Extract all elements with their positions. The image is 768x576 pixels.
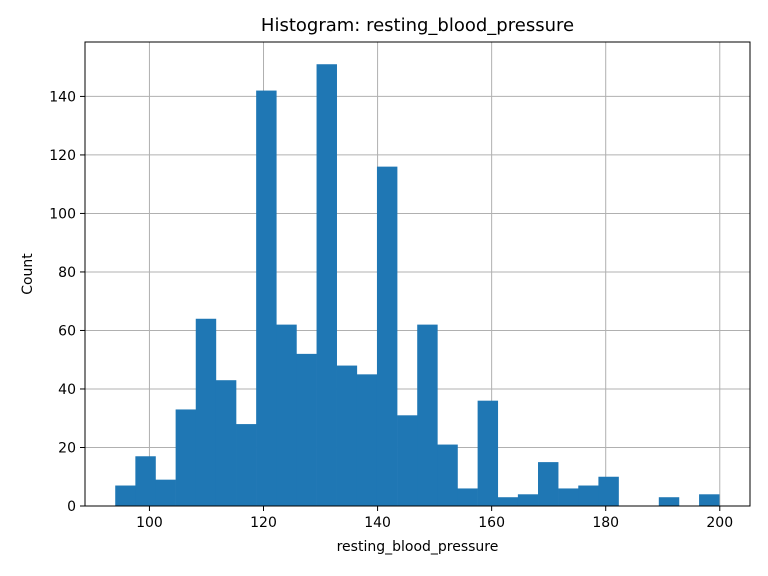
x-axis-label: resting_blood_pressure [337, 539, 499, 555]
histogram-bar [417, 324, 438, 506]
x-tick-label: 160 [478, 515, 505, 531]
histogram-bar [517, 494, 539, 506]
x-tick-label: 140 [364, 515, 391, 531]
histogram-bar [356, 374, 378, 506]
y-tick-label: 80 [58, 265, 76, 281]
histogram-bar [477, 400, 499, 506]
histogram-bar [155, 479, 176, 506]
histogram-bar [276, 324, 297, 506]
y-axis-ticks: 0 20 40 60 80 100 120 140 [49, 89, 85, 515]
histogram-bar [578, 485, 599, 506]
y-tick-label: 140 [49, 89, 76, 105]
y-axis-label: Count [20, 253, 36, 295]
histogram-bar [437, 444, 458, 506]
x-tick-label: 180 [592, 515, 619, 531]
histogram-bar [195, 318, 217, 506]
y-tick-label: 60 [58, 323, 76, 339]
histogram-bar [497, 497, 519, 506]
x-axis-ticks: 100 120 140 160 180 200 [136, 506, 733, 531]
histogram-bar [457, 488, 478, 506]
plot-frame [84, 41, 751, 507]
x-tick-label: 100 [136, 515, 163, 531]
histogram-bar [658, 497, 680, 506]
histogram-bar [296, 353, 317, 506]
histogram-bar [336, 365, 358, 506]
x-tick-label: 200 [706, 515, 733, 531]
histogram-bar [558, 488, 579, 506]
histogram-bar [236, 424, 257, 506]
y-tick-label: 40 [58, 382, 76, 398]
y-tick-label: 20 [58, 440, 76, 456]
y-tick-label: 100 [49, 206, 76, 222]
histogram-bar [699, 494, 720, 506]
y-tick-label: 120 [49, 148, 76, 164]
grid-lines [85, 42, 750, 507]
chart-title: Histogram: resting_blood_pressure [261, 15, 574, 36]
x-tick-label: 120 [250, 515, 277, 531]
histogram-bar [397, 415, 418, 506]
histogram-bar [175, 409, 197, 506]
histogram-bar [538, 462, 559, 506]
histogram-bar [376, 166, 398, 506]
histogram-bar [256, 90, 277, 506]
histogram-bar [135, 456, 156, 506]
histogram-bar [115, 485, 136, 506]
histogram-bar [316, 64, 337, 506]
histogram-bar [215, 380, 237, 506]
histogram-bars [115, 64, 720, 506]
histogram-bar [598, 476, 619, 506]
y-tick-label: 0 [67, 499, 76, 515]
